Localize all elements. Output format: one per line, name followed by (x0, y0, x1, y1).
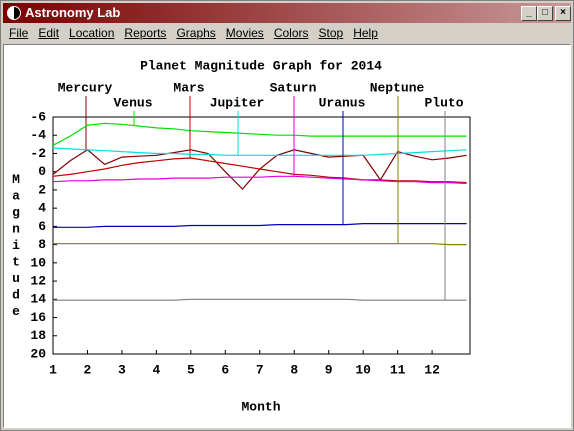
y-tick-label: 0 (38, 164, 46, 179)
series-label: Saturn (270, 80, 317, 95)
x-tick-label: 9 (325, 362, 333, 377)
y-tick-label: 10 (30, 255, 46, 270)
series-label: Pluto (424, 95, 463, 110)
client-area (3, 44, 571, 428)
window-title: Astronomy Lab (25, 5, 121, 20)
menu-item[interactable]: File (9, 26, 29, 40)
y-tick-label: 4 (38, 201, 46, 216)
y-tick-label: 12 (30, 274, 46, 289)
y-tick-label: -2 (30, 146, 46, 161)
y-tick-label: 18 (30, 328, 46, 343)
menu-item[interactable]: Reports (124, 26, 167, 40)
series-line (53, 243, 467, 246)
x-tick-label: 1 (49, 362, 57, 377)
close-button[interactable]: × (555, 6, 571, 21)
chart-title: Planet Magnitude Graph for 2014 (140, 58, 382, 73)
y-tick-label: -4 (30, 128, 46, 143)
x-tick-label: 2 (84, 362, 92, 377)
x-tick-label: 5 (187, 362, 195, 377)
x-tick-label: 4 (152, 362, 160, 377)
x-tick-label: 11 (390, 362, 406, 377)
series-line (53, 298, 467, 301)
x-axis-label: Month (241, 399, 280, 414)
menu-bar: File Edit Location Reports Graphs Movies Color… (3, 24, 382, 43)
series-label: Neptune (370, 80, 425, 95)
minimize-button[interactable]: _ (521, 6, 537, 21)
plot-frame (52, 116, 471, 355)
x-tick-label: 3 (118, 362, 126, 377)
y-tick-label: 6 (38, 219, 46, 234)
menu-item[interactable]: Colors (273, 26, 309, 40)
series-line (53, 223, 467, 228)
series-line (52, 157, 467, 184)
menu-item[interactable]: Stop (318, 26, 344, 40)
x-tick-label: 10 (355, 362, 371, 377)
x-tick-label: 6 (221, 362, 229, 377)
series-label: Uranus (319, 95, 366, 110)
menu-item[interactable]: Edit (38, 26, 60, 40)
menu-item[interactable]: Movies (225, 26, 264, 40)
series-line (52, 122, 467, 146)
y-tick-label: 20 (30, 346, 46, 361)
y-tick-label: -6 (30, 109, 46, 124)
menu-item[interactable]: Help (353, 26, 378, 40)
series-line (52, 147, 467, 156)
menu-item[interactable]: Location (69, 26, 115, 40)
x-tick-label: 7 (256, 362, 264, 377)
y-tick-label: 2 (38, 182, 46, 197)
maximize-button[interactable]: □ (537, 6, 553, 21)
menu-item[interactable]: Graphs (176, 26, 216, 40)
title-bar: Astronomy Lab _ □ × (3, 3, 571, 23)
y-tick-label: 8 (38, 237, 46, 252)
series-label: Mars (173, 80, 204, 95)
x-tick-label: 8 (290, 362, 298, 377)
series-line (52, 175, 467, 185)
y-tick-label: 14 (30, 292, 46, 307)
x-tick-label: 12 (424, 362, 440, 377)
series-label: Venus (113, 95, 152, 110)
series-label: Mercury (58, 80, 113, 95)
y-axis-label: Magnitude (9, 172, 24, 321)
y-tick-label: 16 (30, 310, 46, 325)
series-label: Jupiter (210, 95, 265, 110)
app-icon (7, 6, 21, 20)
